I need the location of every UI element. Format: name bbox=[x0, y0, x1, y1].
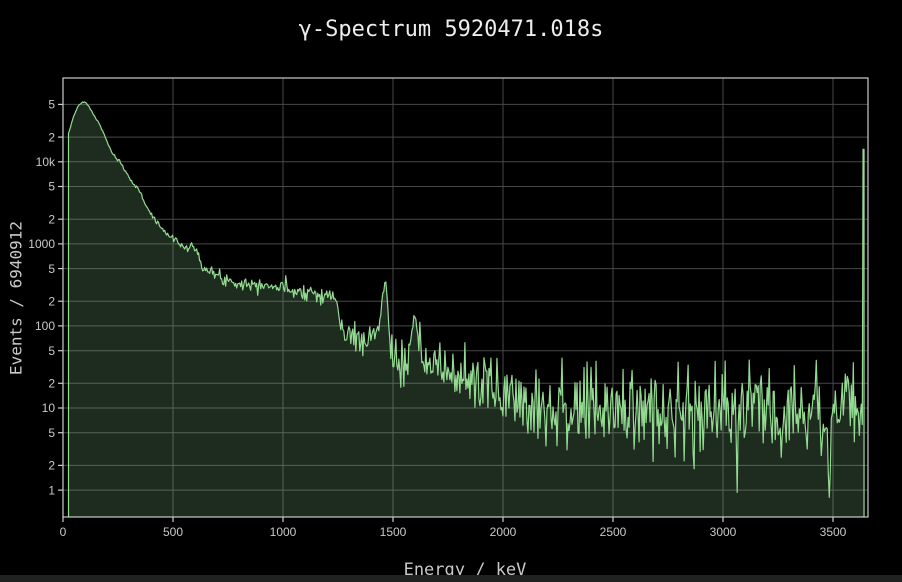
svg-text:10k: 10k bbox=[36, 155, 56, 169]
svg-text:5: 5 bbox=[48, 426, 55, 440]
svg-text:10: 10 bbox=[42, 401, 56, 415]
svg-text:2: 2 bbox=[48, 130, 55, 144]
svg-text:5: 5 bbox=[48, 98, 55, 112]
svg-text:1000: 1000 bbox=[270, 525, 297, 539]
x-axis-ticks: 0 500 1000 1500 2000 2500 3000 3500 bbox=[60, 517, 847, 539]
svg-text:5: 5 bbox=[48, 344, 55, 358]
svg-text:5: 5 bbox=[48, 180, 55, 194]
y-axis-ticks: 1 2 5 10 2 5 100 2 5 1000 2 5 10k 2 5 bbox=[28, 98, 63, 497]
svg-text:500: 500 bbox=[163, 525, 183, 539]
svg-text:3000: 3000 bbox=[710, 525, 737, 539]
svg-text:1: 1 bbox=[48, 483, 55, 497]
svg-text:2000: 2000 bbox=[490, 525, 517, 539]
spectrum-fill bbox=[68, 101, 865, 517]
svg-text:5: 5 bbox=[48, 262, 55, 276]
svg-text:2: 2 bbox=[48, 294, 55, 308]
svg-text:2: 2 bbox=[48, 377, 55, 391]
svg-text:1500: 1500 bbox=[380, 525, 407, 539]
plot-frame bbox=[62, 77, 869, 518]
chart-title: γ-Spectrum 5920471.018s bbox=[298, 17, 604, 42]
window-bottom-edge bbox=[0, 575, 902, 582]
svg-text:1000: 1000 bbox=[28, 237, 55, 251]
svg-text:2: 2 bbox=[48, 459, 55, 473]
spectrum-curve bbox=[67, 101, 865, 517]
svg-text:100: 100 bbox=[35, 319, 55, 333]
svg-text:2500: 2500 bbox=[600, 525, 627, 539]
svg-text:3500: 3500 bbox=[820, 525, 847, 539]
svg-text:2: 2 bbox=[48, 212, 55, 226]
svg-text:0: 0 bbox=[60, 525, 67, 539]
